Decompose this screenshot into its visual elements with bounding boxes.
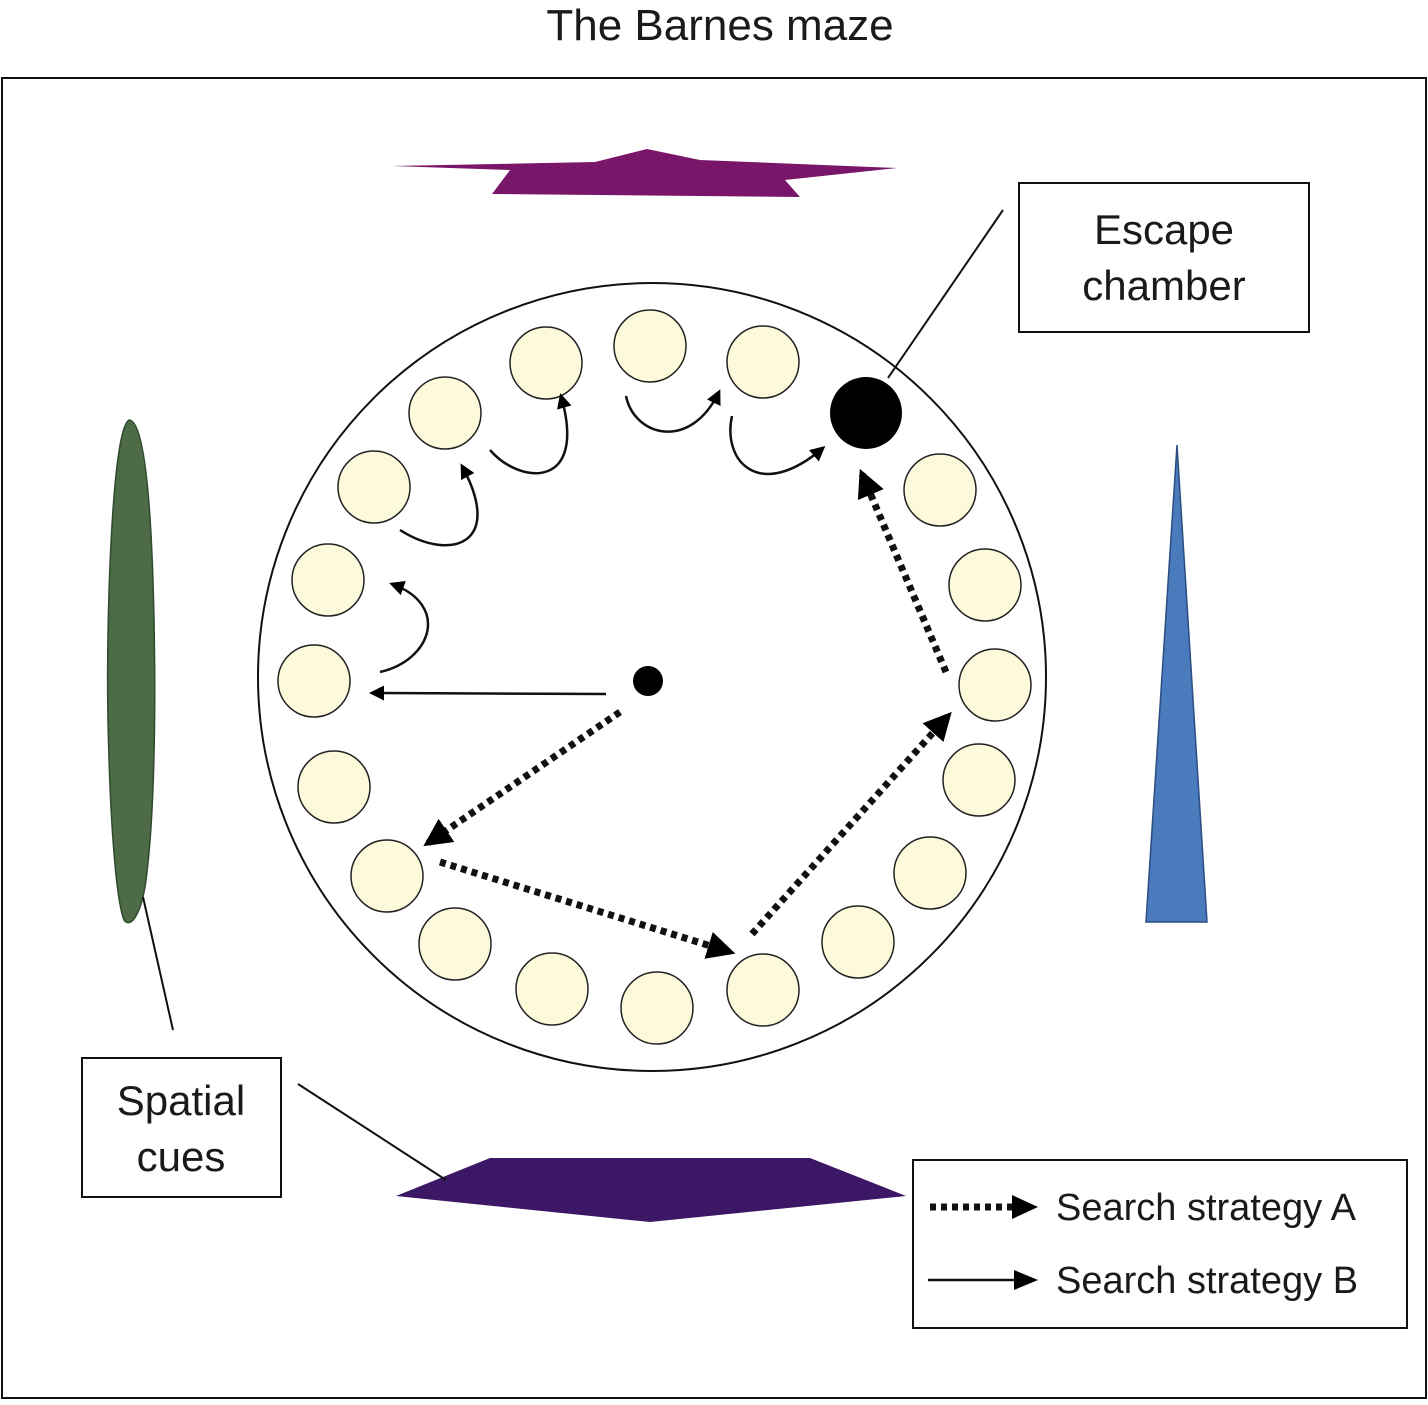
- legend-strategy-b-arrowhead: [1014, 1270, 1038, 1290]
- cues-callout-line-green: [142, 896, 174, 1031]
- maze-hole: [277, 644, 351, 718]
- maze-hole: [726, 325, 800, 399]
- escape-label-line1: Escape: [1094, 206, 1234, 253]
- strategy-b-arrow: [399, 463, 479, 547]
- maze-hole: [948, 548, 1022, 622]
- maze-hole: [509, 326, 583, 400]
- strategy-a-path: [423, 468, 952, 959]
- cues-label-line2: cues: [137, 1133, 226, 1180]
- maze-hole: [893, 836, 967, 910]
- escape-label-line2: chamber: [1082, 262, 1245, 309]
- maze-hole: [291, 543, 365, 617]
- maze-hole: [515, 952, 589, 1026]
- escape-chamber-callout-box: [1018, 182, 1310, 333]
- strategy-b-arrow: [489, 393, 572, 475]
- cue-top-purple-star: [392, 149, 897, 197]
- strategy-a-arrow: [438, 858, 736, 959]
- legend-strategy-b-label: Search strategy B: [1056, 1260, 1358, 1302]
- outer-frame: [1, 77, 1427, 1399]
- legend-strategy-a-arrowhead: [1012, 1195, 1038, 1219]
- maze-hole: [942, 743, 1016, 817]
- spatial-cues-callout-box: [81, 1057, 282, 1198]
- strategy-a-arrow: [423, 709, 622, 847]
- strategy-b-arrow: [624, 389, 721, 433]
- start-point: [633, 666, 663, 696]
- maze-hole: [726, 953, 800, 1027]
- maze-hole: [958, 648, 1032, 722]
- strategy-b-arrow: [369, 685, 607, 701]
- escape-chamber-hole: [830, 377, 902, 449]
- cues-label-line1: Spatial: [117, 1077, 245, 1124]
- maze-hole: [620, 971, 694, 1045]
- legend-box: [912, 1159, 1408, 1329]
- maze-hole: [613, 309, 687, 383]
- escape-callout-line: [887, 209, 1004, 379]
- maze-hole: [821, 905, 895, 979]
- maze-hole: [350, 839, 424, 913]
- cue-left-green-ellipse: [106, 419, 156, 924]
- cue-right-blue-triangle: [1145, 444, 1208, 923]
- maze-holes: [277, 309, 1032, 1045]
- maze-hole: [903, 453, 977, 527]
- maze-hole: [408, 376, 482, 450]
- strategy-a-arrow: [749, 711, 952, 937]
- maze-hole: [337, 450, 411, 524]
- maze-hole: [297, 750, 371, 824]
- diagram-title: The Barnes maze: [546, 1, 893, 50]
- legend-strategy-a-label: Search strategy A: [1056, 1187, 1357, 1229]
- strategy-b-arrow: [729, 415, 826, 476]
- strategy-b-arrow: [379, 581, 430, 674]
- strategy-b-path: [369, 389, 826, 701]
- strategy-a-arrow: [857, 468, 950, 674]
- cue-bottom-violet-hexagon: [396, 1158, 906, 1222]
- cues-callout-line-violet: [297, 1083, 447, 1181]
- maze-hole: [418, 907, 492, 981]
